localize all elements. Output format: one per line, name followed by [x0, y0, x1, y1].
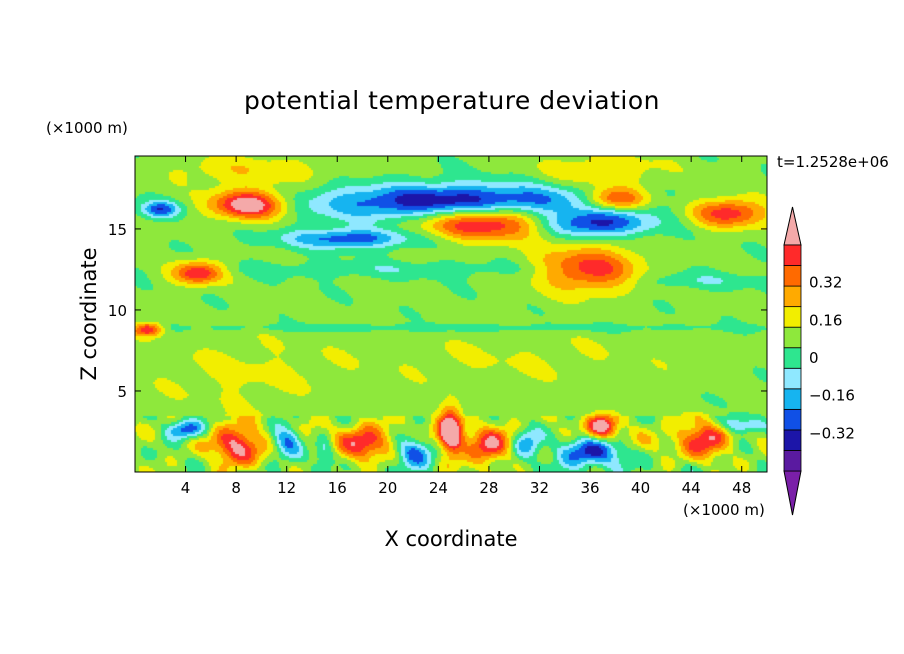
- colorbar-label: −0.32: [809, 424, 855, 442]
- x-tick-label: 12: [277, 479, 296, 497]
- x-unit-label: (×1000 m): [683, 501, 765, 519]
- colorbar-swatch: [783, 388, 802, 410]
- y-tick-label: 10: [108, 302, 127, 320]
- x-tick-label: 48: [732, 479, 751, 497]
- colorbar-swatch: [783, 450, 802, 472]
- y-unit-label: (×1000 m): [46, 119, 128, 137]
- x-tick-label: 40: [631, 479, 650, 497]
- x-tick-label: 8: [231, 479, 241, 497]
- plot-frame: [134, 155, 768, 473]
- colorbar-label: 0.32: [809, 274, 842, 292]
- colorbar: −0.32 −0.16 0 0.16 0.32: [783, 206, 855, 516]
- colorbar-label: 0: [809, 349, 819, 367]
- colorbar-swatch: [783, 244, 802, 266]
- x-tick-label: 32: [530, 479, 549, 497]
- x-tick-label: 20: [378, 479, 397, 497]
- x-tick-label: 4: [181, 479, 191, 497]
- colorbar-label: −0.16: [809, 387, 855, 405]
- x-tick-label: 28: [479, 479, 498, 497]
- y-tick-label: 5: [117, 383, 127, 401]
- colorbar-swatch: [783, 347, 802, 369]
- plot-area: [135, 156, 767, 472]
- heatmap-field: [135, 156, 767, 472]
- colorbar-extend-low: [783, 470, 802, 516]
- colorbar-swatch: [783, 285, 802, 308]
- y-tick-label: 15: [108, 221, 127, 239]
- colorbar-swatch: [783, 306, 802, 328]
- chart-title: potential temperature deviation: [244, 86, 660, 115]
- x-tick-label: 24: [429, 479, 448, 497]
- x-tick-label: 36: [580, 479, 599, 497]
- x-tick-label: 44: [682, 479, 701, 497]
- x-axis-label: X coordinate: [384, 527, 518, 551]
- colorbar-swatch: [783, 429, 802, 451]
- colorbar-swatch: [783, 265, 802, 287]
- x-tick-label: 16: [328, 479, 347, 497]
- colorbar-swatch: [783, 408, 802, 431]
- colorbar-extend-high: [783, 206, 802, 246]
- colorbar-swatch: [783, 326, 802, 349]
- colorbar-label: 0.16: [809, 311, 842, 329]
- colorbar-swatch: [783, 367, 802, 390]
- time-label: t=1.2528e+06: [777, 153, 889, 171]
